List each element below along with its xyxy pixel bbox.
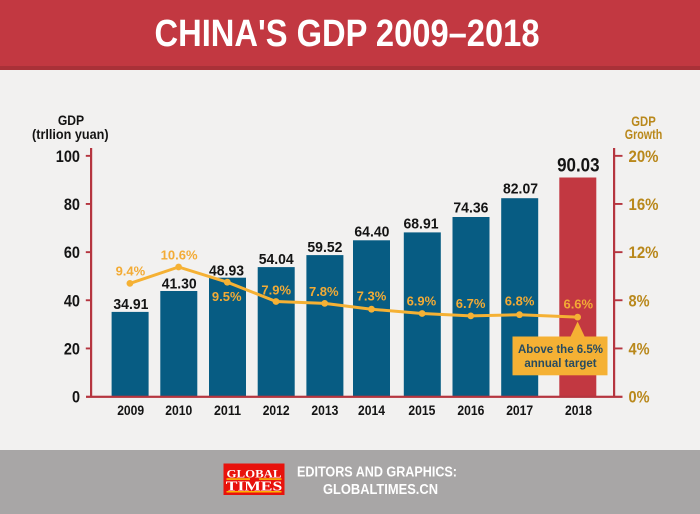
svg-text:7.9%: 7.9% [261, 283, 291, 298]
svg-text:90.03: 90.03 [557, 156, 599, 177]
svg-text:2009: 2009 [117, 402, 144, 418]
svg-text:10.6%: 10.6% [161, 247, 198, 262]
svg-text:2010: 2010 [165, 402, 192, 418]
svg-text:41.30: 41.30 [162, 275, 197, 292]
svg-text:8%: 8% [629, 291, 650, 310]
svg-text:(trllion yuan): (trllion yuan) [32, 126, 109, 142]
svg-text:9.5%: 9.5% [212, 289, 242, 304]
svg-text:2014: 2014 [358, 402, 385, 418]
svg-text:7.3%: 7.3% [357, 289, 387, 304]
svg-text:GLOBALTIMES.CN: GLOBALTIMES.CN [323, 482, 438, 498]
svg-text:9.4%: 9.4% [116, 263, 146, 278]
svg-text:Above the 6.5%: Above the 6.5% [518, 344, 603, 356]
svg-text:82.07: 82.07 [503, 180, 538, 197]
svg-text:2013: 2013 [311, 402, 338, 418]
svg-text:2015: 2015 [408, 402, 435, 418]
svg-text:2018: 2018 [565, 402, 592, 418]
svg-text:20: 20 [64, 340, 80, 359]
svg-text:2016: 2016 [457, 402, 484, 418]
svg-text:2012: 2012 [263, 402, 290, 418]
svg-text:TIMES: TIMES [226, 480, 283, 495]
svg-text:68.91: 68.91 [404, 215, 439, 232]
svg-text:16%: 16% [629, 195, 659, 214]
svg-text:34.91: 34.91 [113, 296, 148, 313]
svg-text:GLOBAL: GLOBAL [227, 468, 282, 480]
svg-text:Growth: Growth [625, 126, 663, 142]
svg-text:48.93: 48.93 [209, 262, 244, 279]
svg-text:GDP: GDP [631, 113, 656, 129]
svg-text:100: 100 [56, 147, 80, 166]
svg-text:2017: 2017 [506, 402, 533, 418]
svg-text:4%: 4% [629, 340, 650, 359]
svg-text:6.6%: 6.6% [563, 297, 593, 312]
svg-text:60: 60 [64, 243, 80, 262]
svg-text:40: 40 [64, 291, 80, 310]
svg-text:54.04: 54.04 [259, 251, 295, 268]
svg-text:7.8%: 7.8% [309, 284, 339, 299]
svg-text:annual target: annual target [524, 358, 596, 370]
svg-text:6.7%: 6.7% [456, 296, 486, 311]
svg-text:2011: 2011 [214, 402, 241, 418]
svg-text:6.9%: 6.9% [407, 294, 437, 309]
svg-text:12%: 12% [629, 243, 659, 262]
svg-text:6.8%: 6.8% [505, 294, 535, 309]
svg-text:80: 80 [64, 195, 80, 214]
svg-text:0: 0 [72, 388, 80, 407]
svg-text:74.36: 74.36 [453, 200, 488, 217]
svg-text:GDP: GDP [58, 112, 84, 128]
svg-text:64.40: 64.40 [354, 224, 389, 241]
svg-text:EDITORS AND GRAPHICS:: EDITORS AND GRAPHICS: [297, 464, 457, 480]
svg-text:0%: 0% [629, 388, 650, 407]
svg-text:CHINA'S GDP 2009–2018: CHINA'S GDP 2009–2018 [155, 13, 540, 55]
svg-text:59.52: 59.52 [307, 239, 342, 256]
svg-text:20%: 20% [629, 147, 659, 166]
